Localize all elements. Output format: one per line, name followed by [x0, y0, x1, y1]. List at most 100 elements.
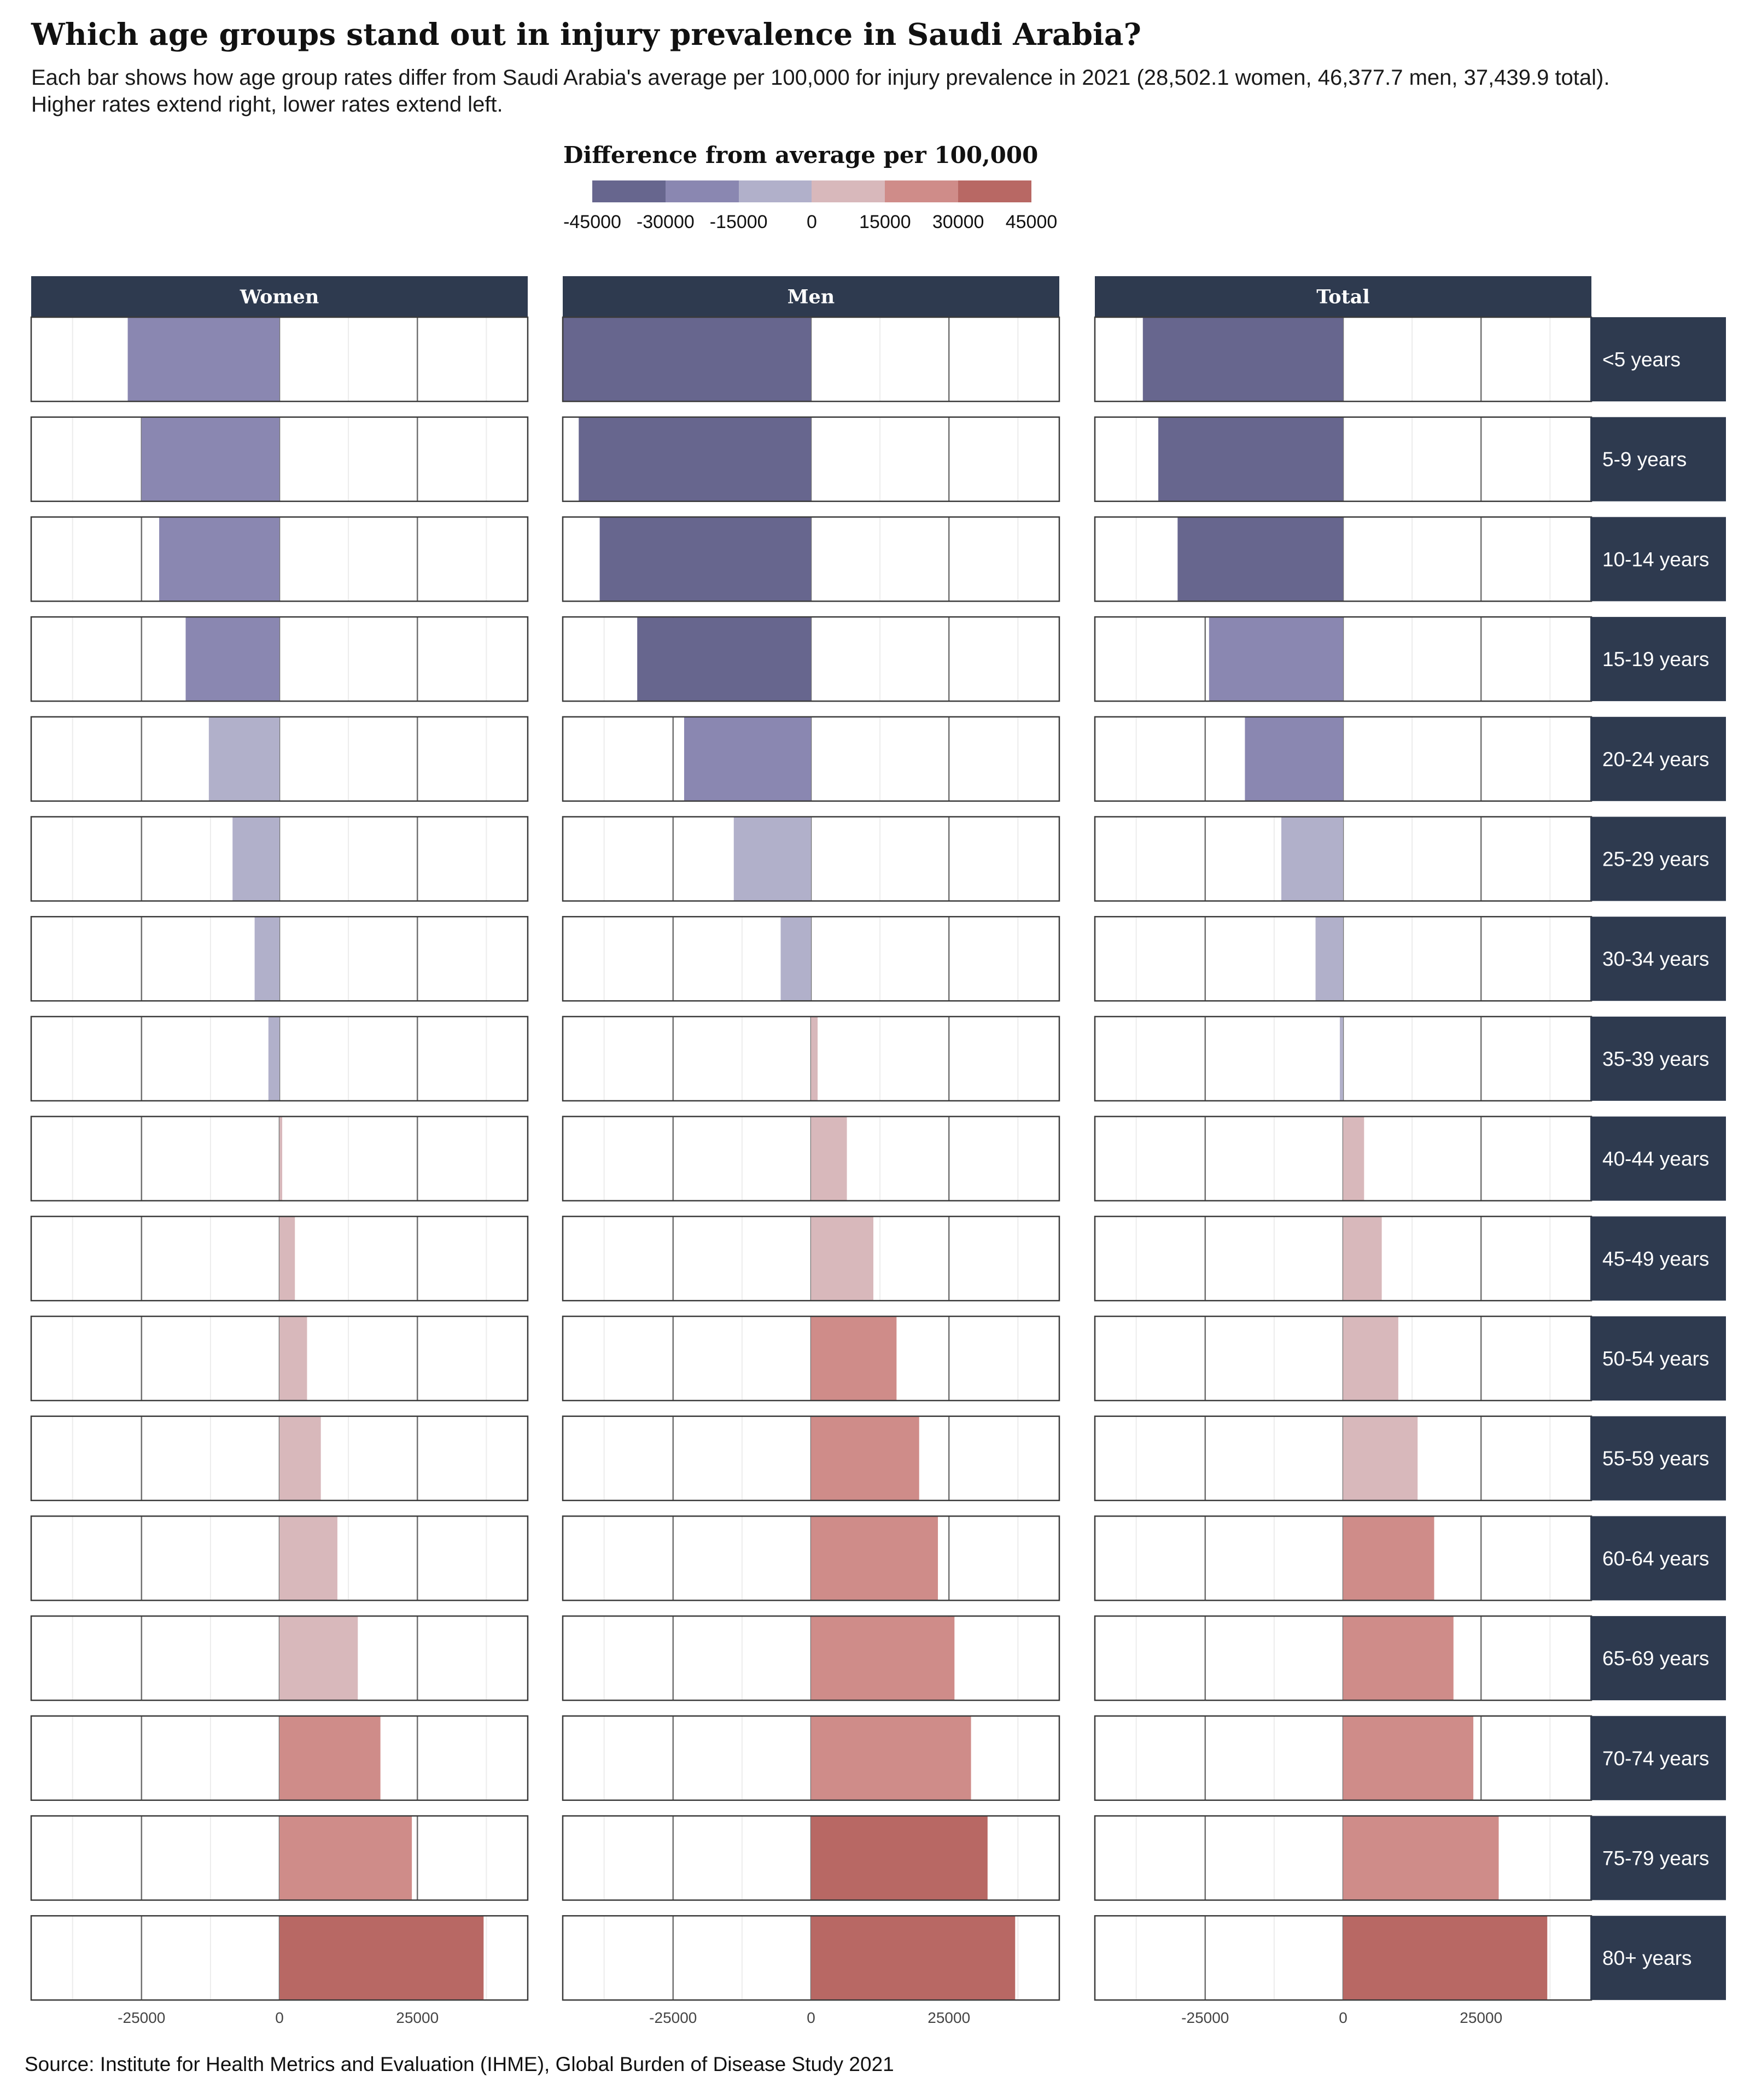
- legend-tick: -45000: [563, 212, 621, 232]
- panel-border: [30, 1515, 529, 1601]
- bar-women-3: [185, 617, 279, 701]
- row-label-strip: [1590, 1916, 1726, 2000]
- row-label-strip: [1590, 1216, 1726, 1301]
- panel-border: [562, 1415, 1060, 1501]
- panel-border: [30, 516, 529, 602]
- row-label: 55-59 years: [1602, 1448, 1709, 1470]
- row-label: 70-74 years: [1602, 1747, 1709, 1770]
- panel-border: [30, 1915, 529, 2001]
- x-tick-label: 25000: [396, 2009, 439, 2026]
- row-label: 5-9 years: [1602, 448, 1687, 471]
- bar-men-4: [684, 717, 811, 801]
- bar-men-12: [811, 1516, 938, 1600]
- chart-source: Source: Institute for Health Metrics and…: [25, 2053, 894, 2075]
- bar-men-5: [733, 817, 811, 901]
- x-tick-label: 0: [807, 2009, 815, 2026]
- panel-border: [30, 416, 529, 502]
- x-tick-label: -25000: [649, 2009, 697, 2026]
- legend-tick: -30000: [636, 212, 695, 232]
- bar-women-0: [127, 318, 280, 401]
- panel-border: [562, 1615, 1060, 1701]
- panel-border: [562, 1116, 1060, 1201]
- bar-men-3: [637, 617, 811, 701]
- panel-border: [562, 716, 1060, 802]
- row-label: 45-49 years: [1602, 1247, 1709, 1270]
- row-label: 50-54 years: [1602, 1348, 1709, 1370]
- row-label-strip: [1590, 716, 1726, 801]
- row-label-strip: [1590, 1316, 1726, 1401]
- legend-swatch: [885, 180, 959, 202]
- bar-men-9: [811, 1217, 874, 1300]
- row-label-strip: [1590, 317, 1726, 401]
- row-label-strip: [1590, 816, 1726, 901]
- row-label: 40-44 years: [1602, 1148, 1709, 1170]
- bar-women-7: [268, 1017, 279, 1100]
- panel-border: [30, 1116, 529, 1201]
- x-tick-label: 25000: [928, 2009, 970, 2026]
- panel-border: [562, 1016, 1060, 1102]
- legend-tick: 0: [807, 212, 817, 232]
- legend-swatch: [812, 180, 885, 202]
- legend-swatch: [738, 180, 812, 202]
- chart-title: Which age groups stand out in injury pre…: [31, 16, 1141, 52]
- bar-women-13: [279, 1617, 358, 1700]
- row-label-strip: [1590, 517, 1726, 602]
- panel-border: [30, 1715, 529, 1801]
- row-label: 60-64 years: [1602, 1547, 1709, 1570]
- bar-men-13: [811, 1617, 955, 1700]
- legend-swatch: [665, 180, 739, 202]
- bar-total-7: [1339, 1017, 1343, 1100]
- panel-border: [30, 1216, 529, 1302]
- panel-border: [562, 1815, 1060, 1901]
- bar-total-1: [1158, 417, 1343, 501]
- panel-border: [30, 616, 529, 702]
- row-label-strip: [1590, 417, 1726, 501]
- row-label: 10-14 years: [1602, 548, 1709, 570]
- row-label: 25-29 years: [1602, 848, 1709, 871]
- bar-total-9: [1343, 1217, 1382, 1300]
- panel-border: [562, 1715, 1060, 1801]
- row-label-strip: [1590, 1716, 1726, 1800]
- panel-border: [30, 1815, 529, 1901]
- bar-total-15: [1343, 1816, 1499, 1900]
- facet-strip: [31, 276, 528, 317]
- panel-border: [562, 915, 1060, 1002]
- chart-subtitle: Each bar shows how age group rates diffe…: [31, 66, 1610, 116]
- panel-border: [30, 816, 529, 902]
- panel-border: [30, 915, 529, 1002]
- row-label-strip: [1590, 1816, 1726, 1900]
- bar-total-6: [1315, 917, 1343, 1001]
- bar-women-14: [279, 1716, 381, 1800]
- row-label-strip: [1590, 1616, 1726, 1701]
- x-tick-label: 0: [1339, 2009, 1348, 2026]
- bar-women-15: [279, 1816, 412, 1900]
- bar-women-12: [279, 1516, 337, 1600]
- panel-border: [30, 1615, 529, 1701]
- row-label: 35-39 years: [1602, 1048, 1709, 1070]
- bar-total-16: [1343, 1916, 1548, 2000]
- x-tick-label: 25000: [1460, 2009, 1502, 2026]
- bar-men-10: [811, 1317, 897, 1400]
- panel-border: [562, 1515, 1060, 1601]
- row-label: 75-79 years: [1602, 1847, 1709, 1870]
- x-tick-label: -25000: [1181, 2009, 1229, 2026]
- bar-women-5: [232, 817, 279, 901]
- legend-tick: 15000: [859, 212, 911, 232]
- panel-border: [562, 316, 1060, 402]
- row-label: 15-19 years: [1602, 648, 1709, 670]
- panel-border: [562, 516, 1060, 602]
- panel-border: [562, 1315, 1060, 1402]
- panel-border: [562, 1915, 1060, 2001]
- row-label-strip: [1590, 1416, 1726, 1501]
- bar-men-2: [599, 517, 811, 601]
- bar-women-16: [279, 1916, 484, 2000]
- row-label: 30-34 years: [1602, 948, 1709, 970]
- row-label-strip: [1590, 1116, 1726, 1201]
- legend-tick: -15000: [709, 212, 768, 232]
- bar-total-5: [1281, 817, 1343, 901]
- facet-strip: [563, 276, 1059, 317]
- row-label: 20-24 years: [1602, 748, 1709, 771]
- panel-border: [562, 816, 1060, 902]
- bar-men-6: [780, 917, 811, 1001]
- bar-men-11: [811, 1416, 919, 1500]
